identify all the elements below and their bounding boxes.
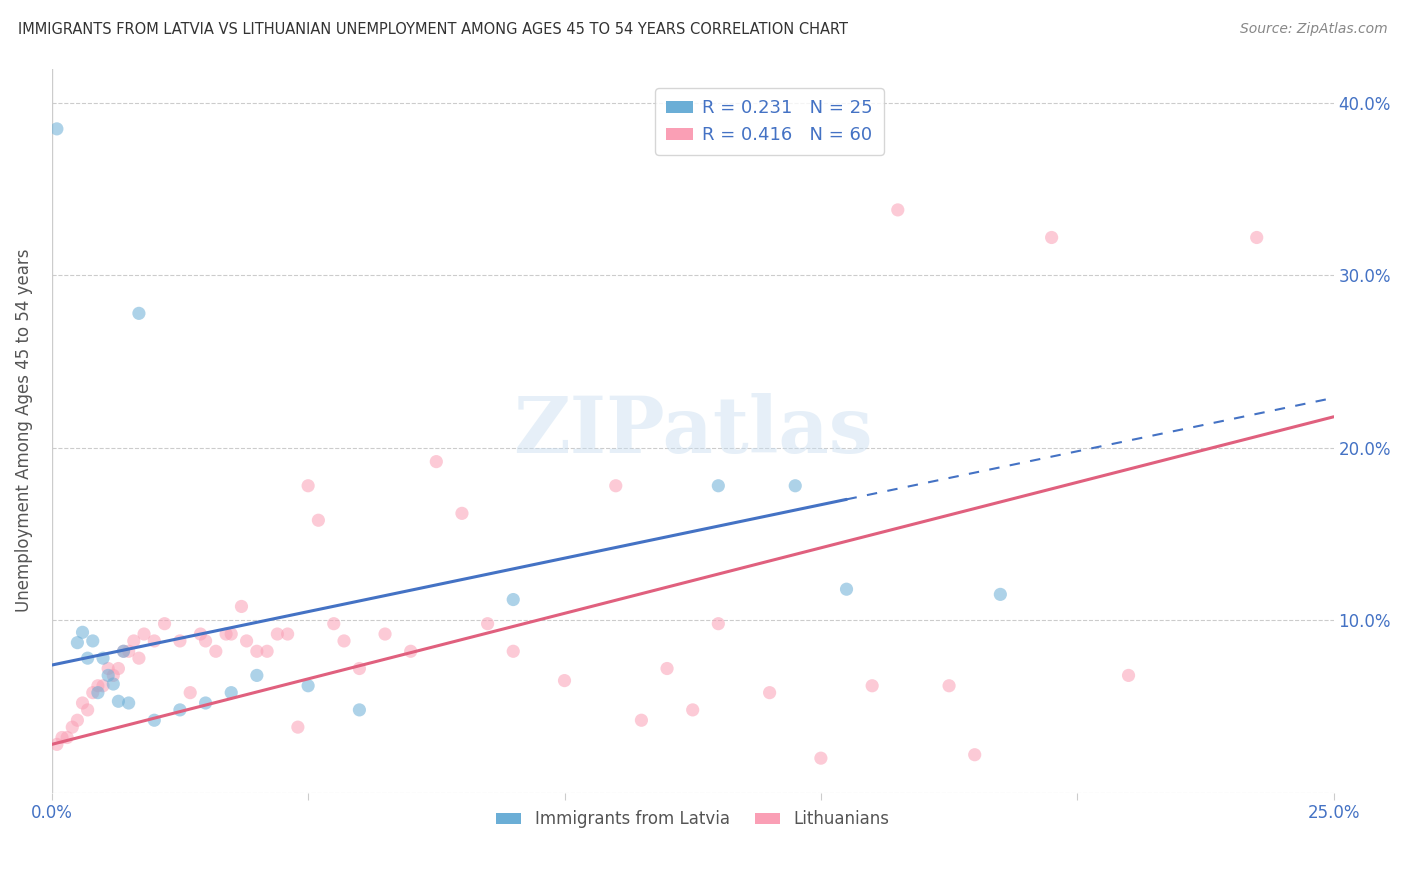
- Point: [76, 703, 98, 717]
- Point: [231, 599, 253, 614]
- Point: [502, 644, 524, 658]
- Point: [988, 587, 1011, 601]
- Point: [235, 634, 257, 648]
- Point: [307, 513, 329, 527]
- Point: [887, 202, 910, 217]
- Point: [103, 668, 125, 682]
- Point: [655, 661, 678, 675]
- Point: [246, 644, 269, 658]
- Point: [143, 713, 166, 727]
- Point: [169, 634, 191, 648]
- Point: [45, 738, 67, 752]
- Point: [153, 616, 176, 631]
- Point: [118, 696, 141, 710]
- Point: [128, 651, 150, 665]
- Point: [87, 686, 110, 700]
- Point: [72, 696, 94, 710]
- Point: [76, 651, 98, 665]
- Point: [256, 644, 278, 658]
- Point: [810, 751, 832, 765]
- Text: Source: ZipAtlas.com: Source: ZipAtlas.com: [1240, 22, 1388, 37]
- Legend: Immigrants from Latvia, Lithuanians: Immigrants from Latvia, Lithuanians: [489, 804, 896, 835]
- Point: [758, 686, 780, 700]
- Point: [205, 644, 228, 658]
- Point: [502, 592, 524, 607]
- Point: [246, 668, 269, 682]
- Point: [553, 673, 575, 688]
- Point: [860, 679, 883, 693]
- Point: [143, 634, 166, 648]
- Point: [190, 627, 212, 641]
- Point: [297, 679, 319, 693]
- Point: [630, 713, 652, 727]
- Point: [97, 668, 120, 682]
- Point: [72, 625, 94, 640]
- Point: [169, 703, 191, 717]
- Point: [707, 479, 730, 493]
- Point: [107, 694, 129, 708]
- Point: [66, 713, 89, 727]
- Point: [107, 661, 129, 675]
- Point: [605, 479, 627, 493]
- Point: [118, 644, 141, 658]
- Point: [82, 686, 104, 700]
- Point: [707, 616, 730, 631]
- Point: [103, 677, 125, 691]
- Point: [112, 644, 135, 658]
- Point: [194, 634, 217, 648]
- Point: [963, 747, 986, 762]
- Point: [194, 696, 217, 710]
- Point: [87, 679, 110, 693]
- Point: [91, 651, 114, 665]
- Point: [1246, 230, 1268, 244]
- Point: [266, 627, 288, 641]
- Point: [215, 627, 238, 641]
- Text: IMMIGRANTS FROM LATVIA VS LITHUANIAN UNEMPLOYMENT AMONG AGES 45 TO 54 YEARS CORR: IMMIGRANTS FROM LATVIA VS LITHUANIAN UNE…: [18, 22, 848, 37]
- Point: [128, 306, 150, 320]
- Y-axis label: Unemployment Among Ages 45 to 54 years: Unemployment Among Ages 45 to 54 years: [15, 249, 32, 612]
- Point: [179, 686, 201, 700]
- Point: [1040, 230, 1063, 244]
- Point: [333, 634, 356, 648]
- Point: [277, 627, 299, 641]
- Point: [219, 686, 242, 700]
- Point: [835, 582, 858, 597]
- Point: [51, 731, 73, 745]
- Point: [297, 479, 319, 493]
- Point: [287, 720, 309, 734]
- Point: [374, 627, 396, 641]
- Point: [425, 455, 447, 469]
- Point: [219, 627, 242, 641]
- Point: [112, 644, 135, 658]
- Point: [122, 634, 145, 648]
- Point: [938, 679, 960, 693]
- Point: [399, 644, 422, 658]
- Point: [477, 616, 499, 631]
- Point: [91, 679, 114, 693]
- Text: ZIPatlas: ZIPatlas: [513, 392, 873, 468]
- Point: [349, 661, 371, 675]
- Point: [60, 720, 83, 734]
- Point: [82, 634, 104, 648]
- Point: [66, 635, 89, 649]
- Point: [1118, 668, 1140, 682]
- Point: [45, 121, 67, 136]
- Point: [97, 661, 120, 675]
- Point: [682, 703, 704, 717]
- Point: [322, 616, 344, 631]
- Point: [56, 731, 79, 745]
- Point: [132, 627, 155, 641]
- Point: [785, 479, 807, 493]
- Point: [349, 703, 371, 717]
- Point: [451, 506, 474, 520]
